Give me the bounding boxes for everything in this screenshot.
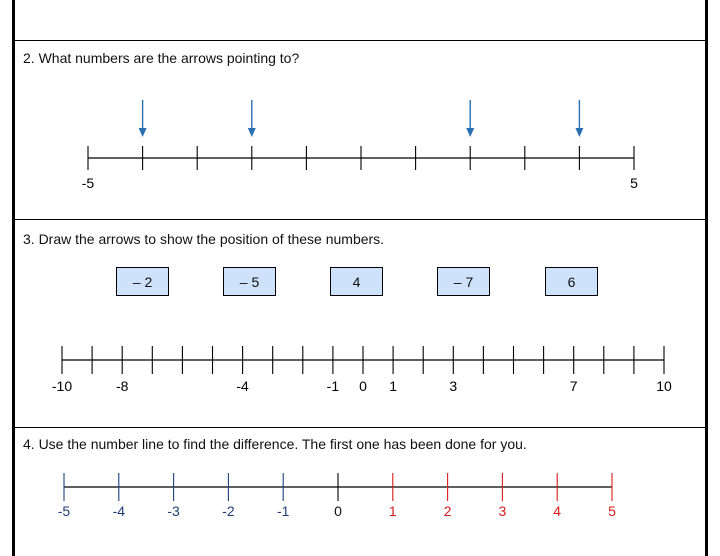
tick-label: -3: [167, 503, 180, 519]
tick-label: 7: [570, 378, 578, 394]
tick-label: -2: [222, 503, 235, 519]
tick-label: 5: [608, 503, 616, 519]
arrow-head: [466, 128, 475, 137]
end-label: 5: [630, 175, 638, 191]
tick-label: -4: [236, 378, 249, 394]
tick-label: 1: [389, 503, 397, 519]
start-label: -5: [82, 175, 95, 191]
q3-number-line: -10 -8 -4 -1 0 1 3 7 10: [52, 346, 672, 394]
section-divider: [12, 40, 708, 41]
question-3-text: 3. Draw the arrows to show the position …: [23, 231, 385, 247]
q2-number-line: -5 5: [82, 100, 638, 191]
tick-label: 3: [449, 378, 457, 394]
tick-label: -1: [327, 378, 340, 394]
number-box-1[interactable]: – 2: [116, 267, 169, 296]
tick-label: -4: [113, 503, 126, 519]
tick-label: -1: [277, 503, 290, 519]
tick-label: 4: [553, 503, 561, 519]
section-divider: [12, 219, 708, 220]
tick-label: 2: [444, 503, 452, 519]
question-4-text: 4. Use the number line to find the diffe…: [23, 436, 527, 452]
tick-label: 3: [499, 503, 507, 519]
tick-label: -8: [116, 378, 129, 394]
tick-label: 0: [334, 503, 342, 519]
tick-label: -10: [52, 378, 72, 394]
arrow-head: [247, 128, 256, 137]
arrow-head: [575, 128, 584, 137]
number-box-3[interactable]: 4: [330, 267, 383, 296]
tick-label: 0: [359, 378, 367, 394]
number-box-5[interactable]: 6: [545, 267, 598, 296]
q4-number-line: -5 -4 -3 -2 -1 0 1 2 3 4 5: [58, 473, 616, 519]
arrow-head: [138, 128, 147, 137]
number-box-2[interactable]: – 5: [223, 267, 276, 296]
tick-label: 1: [389, 378, 397, 394]
number-box-4[interactable]: – 7: [437, 267, 490, 296]
tick-label: 10: [656, 378, 672, 394]
section-divider: [12, 427, 708, 428]
tick-label: -5: [58, 503, 71, 519]
worksheet-frame: [12, 0, 708, 556]
question-2-text: 2. What numbers are the arrows pointing …: [23, 50, 300, 66]
